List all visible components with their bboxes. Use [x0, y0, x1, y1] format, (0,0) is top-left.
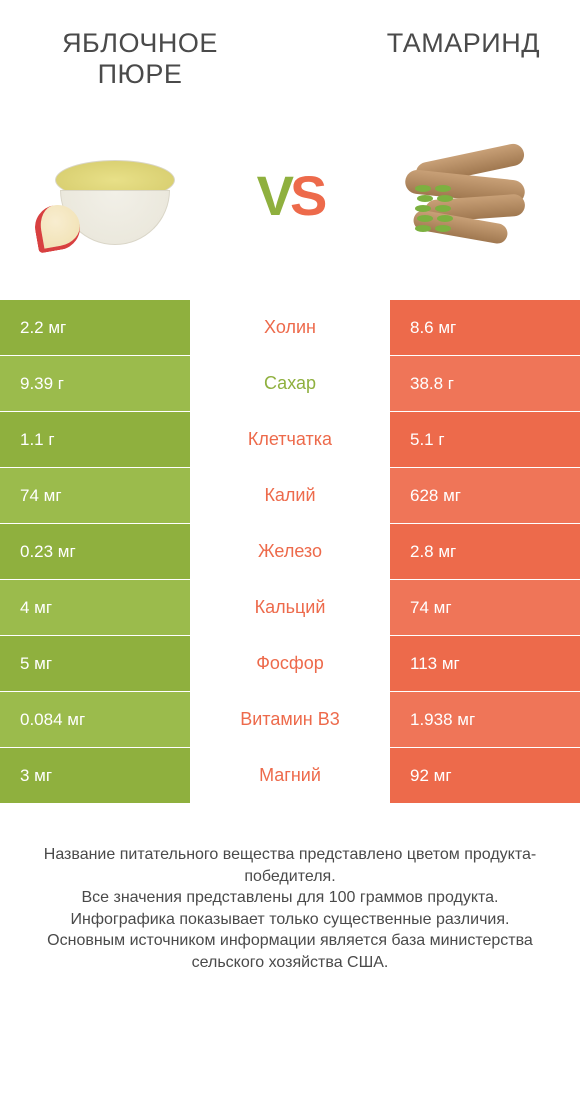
right-value-cell: 5.1 г [390, 412, 580, 467]
footer-line: Инфографика показывает только существенн… [24, 909, 556, 931]
left-value-cell: 0.23 мг [0, 524, 190, 579]
nutrient-name-cell: Холин [190, 300, 390, 355]
right-value-cell: 628 мг [390, 468, 580, 523]
left-value-cell: 74 мг [0, 468, 190, 523]
footer-line: Все значения представлены для 100 граммо… [24, 887, 556, 909]
right-food-image [380, 125, 550, 265]
right-value-cell: 74 мг [390, 580, 580, 635]
left-food-image [30, 125, 200, 265]
nutrient-name-cell: Фосфор [190, 636, 390, 691]
left-value-cell: 9.39 г [0, 356, 190, 411]
header: ЯБЛОЧНОЕ ПЮРЕ ТАМАРИНД [0, 0, 580, 100]
left-value-cell: 3 мг [0, 748, 190, 803]
nutrient-row: 3 мгМагний92 мг [0, 748, 580, 804]
nutrient-row: 5 мгФосфор113 мг [0, 636, 580, 692]
nutrient-row: 4 мгКальций74 мг [0, 580, 580, 636]
nutrient-name-cell: Витамин B3 [190, 692, 390, 747]
right-value-cell: 38.8 г [390, 356, 580, 411]
footer-note: Название питательного вещества представл… [0, 804, 580, 974]
right-value-cell: 8.6 мг [390, 300, 580, 355]
nutrient-row: 0.23 мгЖелезо2.8 мг [0, 524, 580, 580]
right-product-title: ТАМАРИНД [340, 28, 540, 59]
right-value-cell: 92 мг [390, 748, 580, 803]
left-value-cell: 5 мг [0, 636, 190, 691]
left-value-cell: 1.1 г [0, 412, 190, 467]
hero-row: VS [0, 100, 580, 300]
nutrient-name-cell: Калий [190, 468, 390, 523]
nutrient-row: 0.084 мгВитамин B31.938 мг [0, 692, 580, 748]
nutrient-name-cell: Сахар [190, 356, 390, 411]
footer-line: Основным источником информации является … [24, 930, 556, 973]
nutrient-row: 2.2 мгХолин8.6 мг [0, 300, 580, 356]
nutrient-table: 2.2 мгХолин8.6 мг9.39 гСахар38.8 г1.1 гК… [0, 300, 580, 804]
footer-line: Название питательного вещества представл… [24, 844, 556, 887]
vs-label: VS [257, 163, 324, 228]
vs-v: V [257, 163, 290, 228]
left-product-line2: ПЮРЕ [98, 59, 183, 89]
nutrient-row: 74 мгКалий628 мг [0, 468, 580, 524]
nutrient-name-cell: Клетчатка [190, 412, 390, 467]
right-value-cell: 113 мг [390, 636, 580, 691]
nutrient-name-cell: Магний [190, 748, 390, 803]
nutrient-row: 1.1 гКлетчатка5.1 г [0, 412, 580, 468]
nutrient-name-cell: Железо [190, 524, 390, 579]
applesauce-illustration [40, 135, 190, 255]
vs-s: S [290, 163, 323, 228]
tamarind-illustration [385, 135, 545, 255]
left-value-cell: 4 мг [0, 580, 190, 635]
left-product-line1: ЯБЛОЧНОЕ [62, 28, 218, 58]
nutrient-row: 9.39 гСахар38.8 г [0, 356, 580, 412]
right-value-cell: 2.8 мг [390, 524, 580, 579]
nutrient-name-cell: Кальций [190, 580, 390, 635]
left-value-cell: 2.2 мг [0, 300, 190, 355]
left-value-cell: 0.084 мг [0, 692, 190, 747]
right-value-cell: 1.938 мг [390, 692, 580, 747]
left-product-title: ЯБЛОЧНОЕ ПЮРЕ [40, 28, 240, 90]
